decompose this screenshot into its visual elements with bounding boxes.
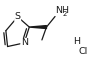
Text: N: N xyxy=(21,38,28,47)
Text: S: S xyxy=(15,12,21,21)
Text: 2: 2 xyxy=(62,11,67,17)
Text: Cl: Cl xyxy=(78,47,87,56)
Text: H: H xyxy=(73,37,80,46)
Text: NH: NH xyxy=(55,6,69,15)
Polygon shape xyxy=(29,26,46,29)
